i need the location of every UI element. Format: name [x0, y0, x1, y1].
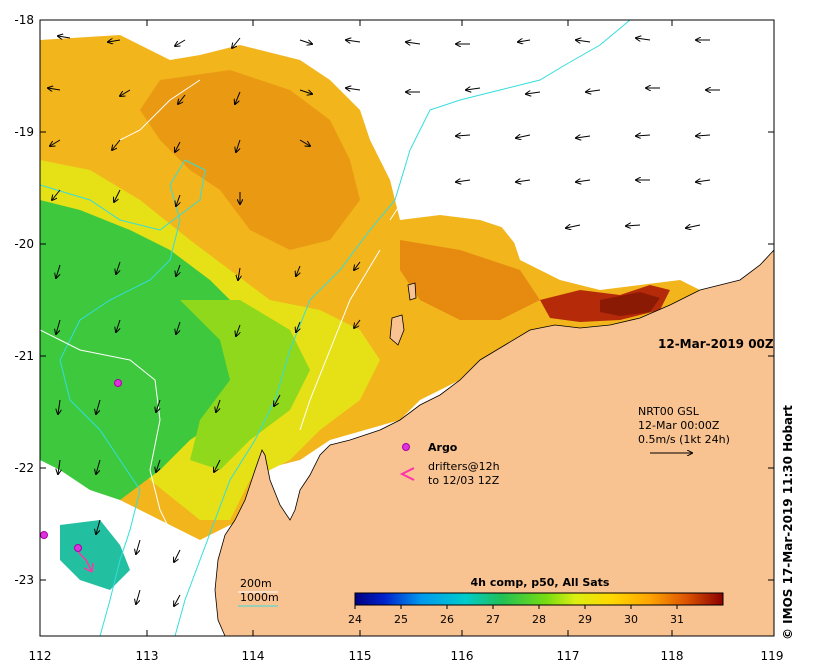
sst-red-core: [600, 292, 660, 316]
isobath-1000-label: 1000m: [240, 591, 279, 604]
isobath-200m: [389, 159, 471, 221]
land-australia: [214, 249, 774, 636]
argo-float: [74, 544, 82, 552]
isobath-1000m: [40, 159, 206, 636]
colorbar-tick-label: 30: [624, 613, 638, 626]
lon-tick-label: 112: [29, 649, 52, 663]
lat-tick-label: -18: [14, 13, 34, 27]
lon-tick-label: 119: [761, 649, 784, 663]
colorbar: [354, 592, 724, 606]
lat-tick-label: -23: [14, 573, 34, 587]
colorbar-tick-label: 28: [532, 613, 546, 626]
island: [407, 282, 417, 301]
lon-tick-label: 118: [661, 649, 684, 663]
colorbar-tick-label: 27: [486, 613, 500, 626]
colorbar-ticks: [354, 605, 678, 609]
current-vectors: [48, 36, 720, 606]
plot-frame: [39, 19, 775, 637]
sst-teal-patch: [60, 520, 130, 590]
isobath-1000m: [174, 20, 631, 636]
lat-tick-label: -19: [14, 125, 34, 139]
drifter-track: [77, 551, 94, 573]
current-legend-time: 12-Mar 00:00Z: [638, 419, 720, 432]
colorbar-tick-label: 24: [348, 613, 362, 626]
argo-float: [114, 379, 122, 387]
argo-legend-label: Argo: [428, 441, 458, 454]
lat-tick-label: -21: [14, 349, 34, 363]
colorbar-title: 4h comp, p50, All Sats: [471, 576, 610, 589]
argo-legend-marker: [402, 443, 410, 451]
sst-orange-core: [140, 70, 360, 250]
lon-tick-label: 117: [557, 649, 580, 663]
colorbar-tick-label: 29: [578, 613, 592, 626]
cloud-gap-ne: [345, 20, 774, 280]
island: [389, 314, 405, 346]
current-legend-scale: 0.5m/s (1kt 24h): [638, 433, 730, 446]
colorbar-tick-label: 26: [440, 613, 454, 626]
imos-credit: © IMOS 17-Mar-2019 11:30 Hobart: [781, 405, 795, 640]
isobath-200m: [40, 79, 381, 561]
argo-float: [40, 531, 48, 539]
current-legend-source: NRT00 GSL: [638, 405, 700, 418]
colorbar-tick-label: 31: [670, 613, 684, 626]
lat-tick-label: -20: [14, 237, 34, 251]
lon-tick-label: 114: [242, 649, 265, 663]
lon-tick-label: 113: [136, 649, 159, 663]
drifters-legend-label: drifters@12h: [428, 460, 500, 473]
sst-orange-east: [400, 240, 540, 320]
axis-ticks: [39, 19, 775, 636]
date-label: 12-Mar-2019 00Z: [658, 337, 774, 351]
drifters-legend-label: to 12/03 12Z: [428, 474, 500, 487]
sst-light-green: [180, 300, 310, 470]
colorbar-tick-label: 25: [394, 613, 408, 626]
lon-tick-label: 116: [451, 649, 474, 663]
isobath-200-label: 200m: [240, 577, 272, 590]
drifter-legend-marker: [399, 467, 415, 481]
lon-tick-label: 115: [349, 649, 372, 663]
lat-tick-label: -22: [14, 461, 34, 475]
